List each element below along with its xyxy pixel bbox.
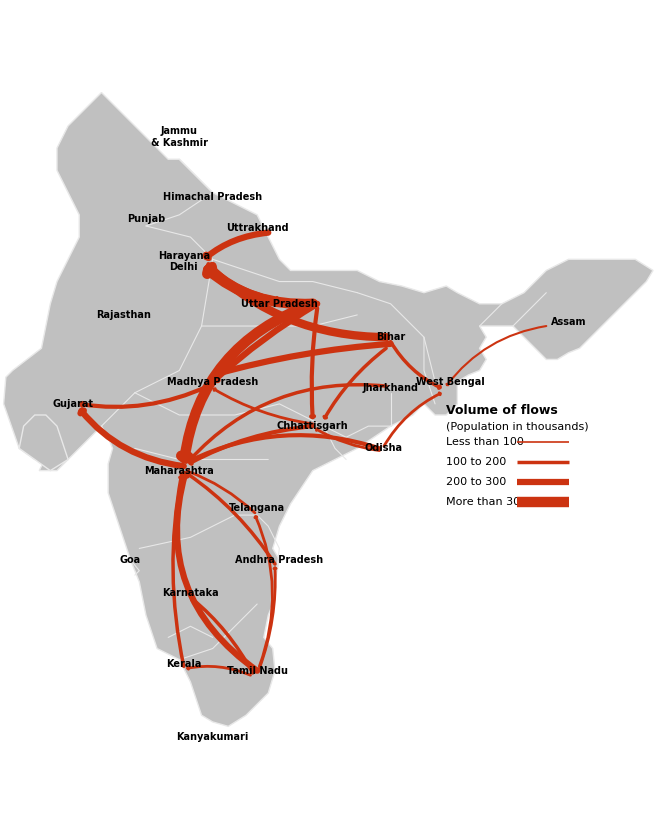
- Text: Punjab: Punjab: [127, 214, 165, 224]
- Text: Chhattisgarh: Chhattisgarh: [277, 421, 348, 431]
- Text: Odisha: Odisha: [365, 443, 403, 453]
- Text: Jammu
& Kashmir: Jammu & Kashmir: [151, 126, 208, 148]
- Text: Telangana: Telangana: [229, 504, 285, 514]
- Text: Jharkhand: Jharkhand: [362, 383, 419, 393]
- Text: West Bengal: West Bengal: [416, 377, 485, 387]
- Polygon shape: [19, 415, 68, 471]
- Text: Gujarat: Gujarat: [52, 399, 93, 409]
- Text: Goa: Goa: [120, 554, 141, 564]
- Text: Madhya Pradesh: Madhya Pradesh: [167, 377, 259, 387]
- Text: Uttar Pradesh: Uttar Pradesh: [241, 299, 318, 309]
- Text: Harayana
Delhi: Harayana Delhi: [157, 251, 210, 272]
- Text: 200 to 300: 200 to 300: [446, 476, 507, 486]
- Text: Andhra Pradesh: Andhra Pradesh: [235, 554, 324, 564]
- Polygon shape: [3, 92, 653, 726]
- Text: More than 300: More than 300: [446, 496, 527, 507]
- Text: Karnataka: Karnataka: [162, 588, 218, 598]
- Text: 100 to 200: 100 to 200: [446, 457, 507, 466]
- Text: Kerala: Kerala: [166, 659, 202, 669]
- Text: Volume of flows: Volume of flows: [446, 404, 558, 417]
- Text: Assam: Assam: [551, 316, 586, 326]
- Text: Uttrakhand: Uttrakhand: [226, 223, 289, 233]
- Text: Less than 100: Less than 100: [446, 437, 524, 447]
- Text: Rajasthan: Rajasthan: [96, 310, 151, 320]
- Text: Tamil Nadu: Tamil Nadu: [226, 666, 287, 676]
- Text: (Population in thousands): (Population in thousands): [446, 422, 589, 432]
- Text: Maharashtra: Maharashtra: [145, 466, 214, 476]
- Text: Kanyakumari: Kanyakumari: [176, 733, 249, 743]
- Text: Himachal Pradesh: Himachal Pradesh: [163, 192, 262, 202]
- Text: Bihar: Bihar: [376, 332, 405, 342]
